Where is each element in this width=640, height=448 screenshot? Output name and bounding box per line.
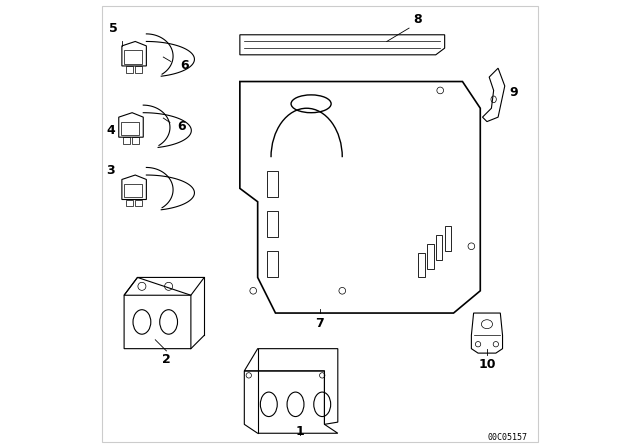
Bar [132,137,139,144]
Bar [436,235,442,260]
Bar [267,251,278,277]
Text: 4: 4 [106,124,115,137]
Bar [124,137,130,144]
Bar [135,199,142,206]
Bar [124,184,142,197]
Bar [124,50,142,64]
Text: 00C05157: 00C05157 [487,433,527,442]
Text: 8: 8 [413,13,422,26]
Bar [121,121,139,135]
Text: 5: 5 [109,22,117,35]
Bar [267,171,278,197]
Bar [126,199,133,206]
Bar [427,244,433,268]
Bar [445,226,451,251]
Text: 10: 10 [478,358,496,370]
Bar [135,66,142,73]
Text: 6: 6 [178,120,186,133]
Bar [418,253,424,277]
Text: 1: 1 [296,425,305,438]
Text: 3: 3 [106,164,115,177]
Text: 2: 2 [162,353,171,366]
Text: 9: 9 [509,86,518,99]
Bar [267,211,278,237]
Text: 7: 7 [316,318,324,331]
Bar [126,66,133,73]
Text: 6: 6 [180,60,189,73]
